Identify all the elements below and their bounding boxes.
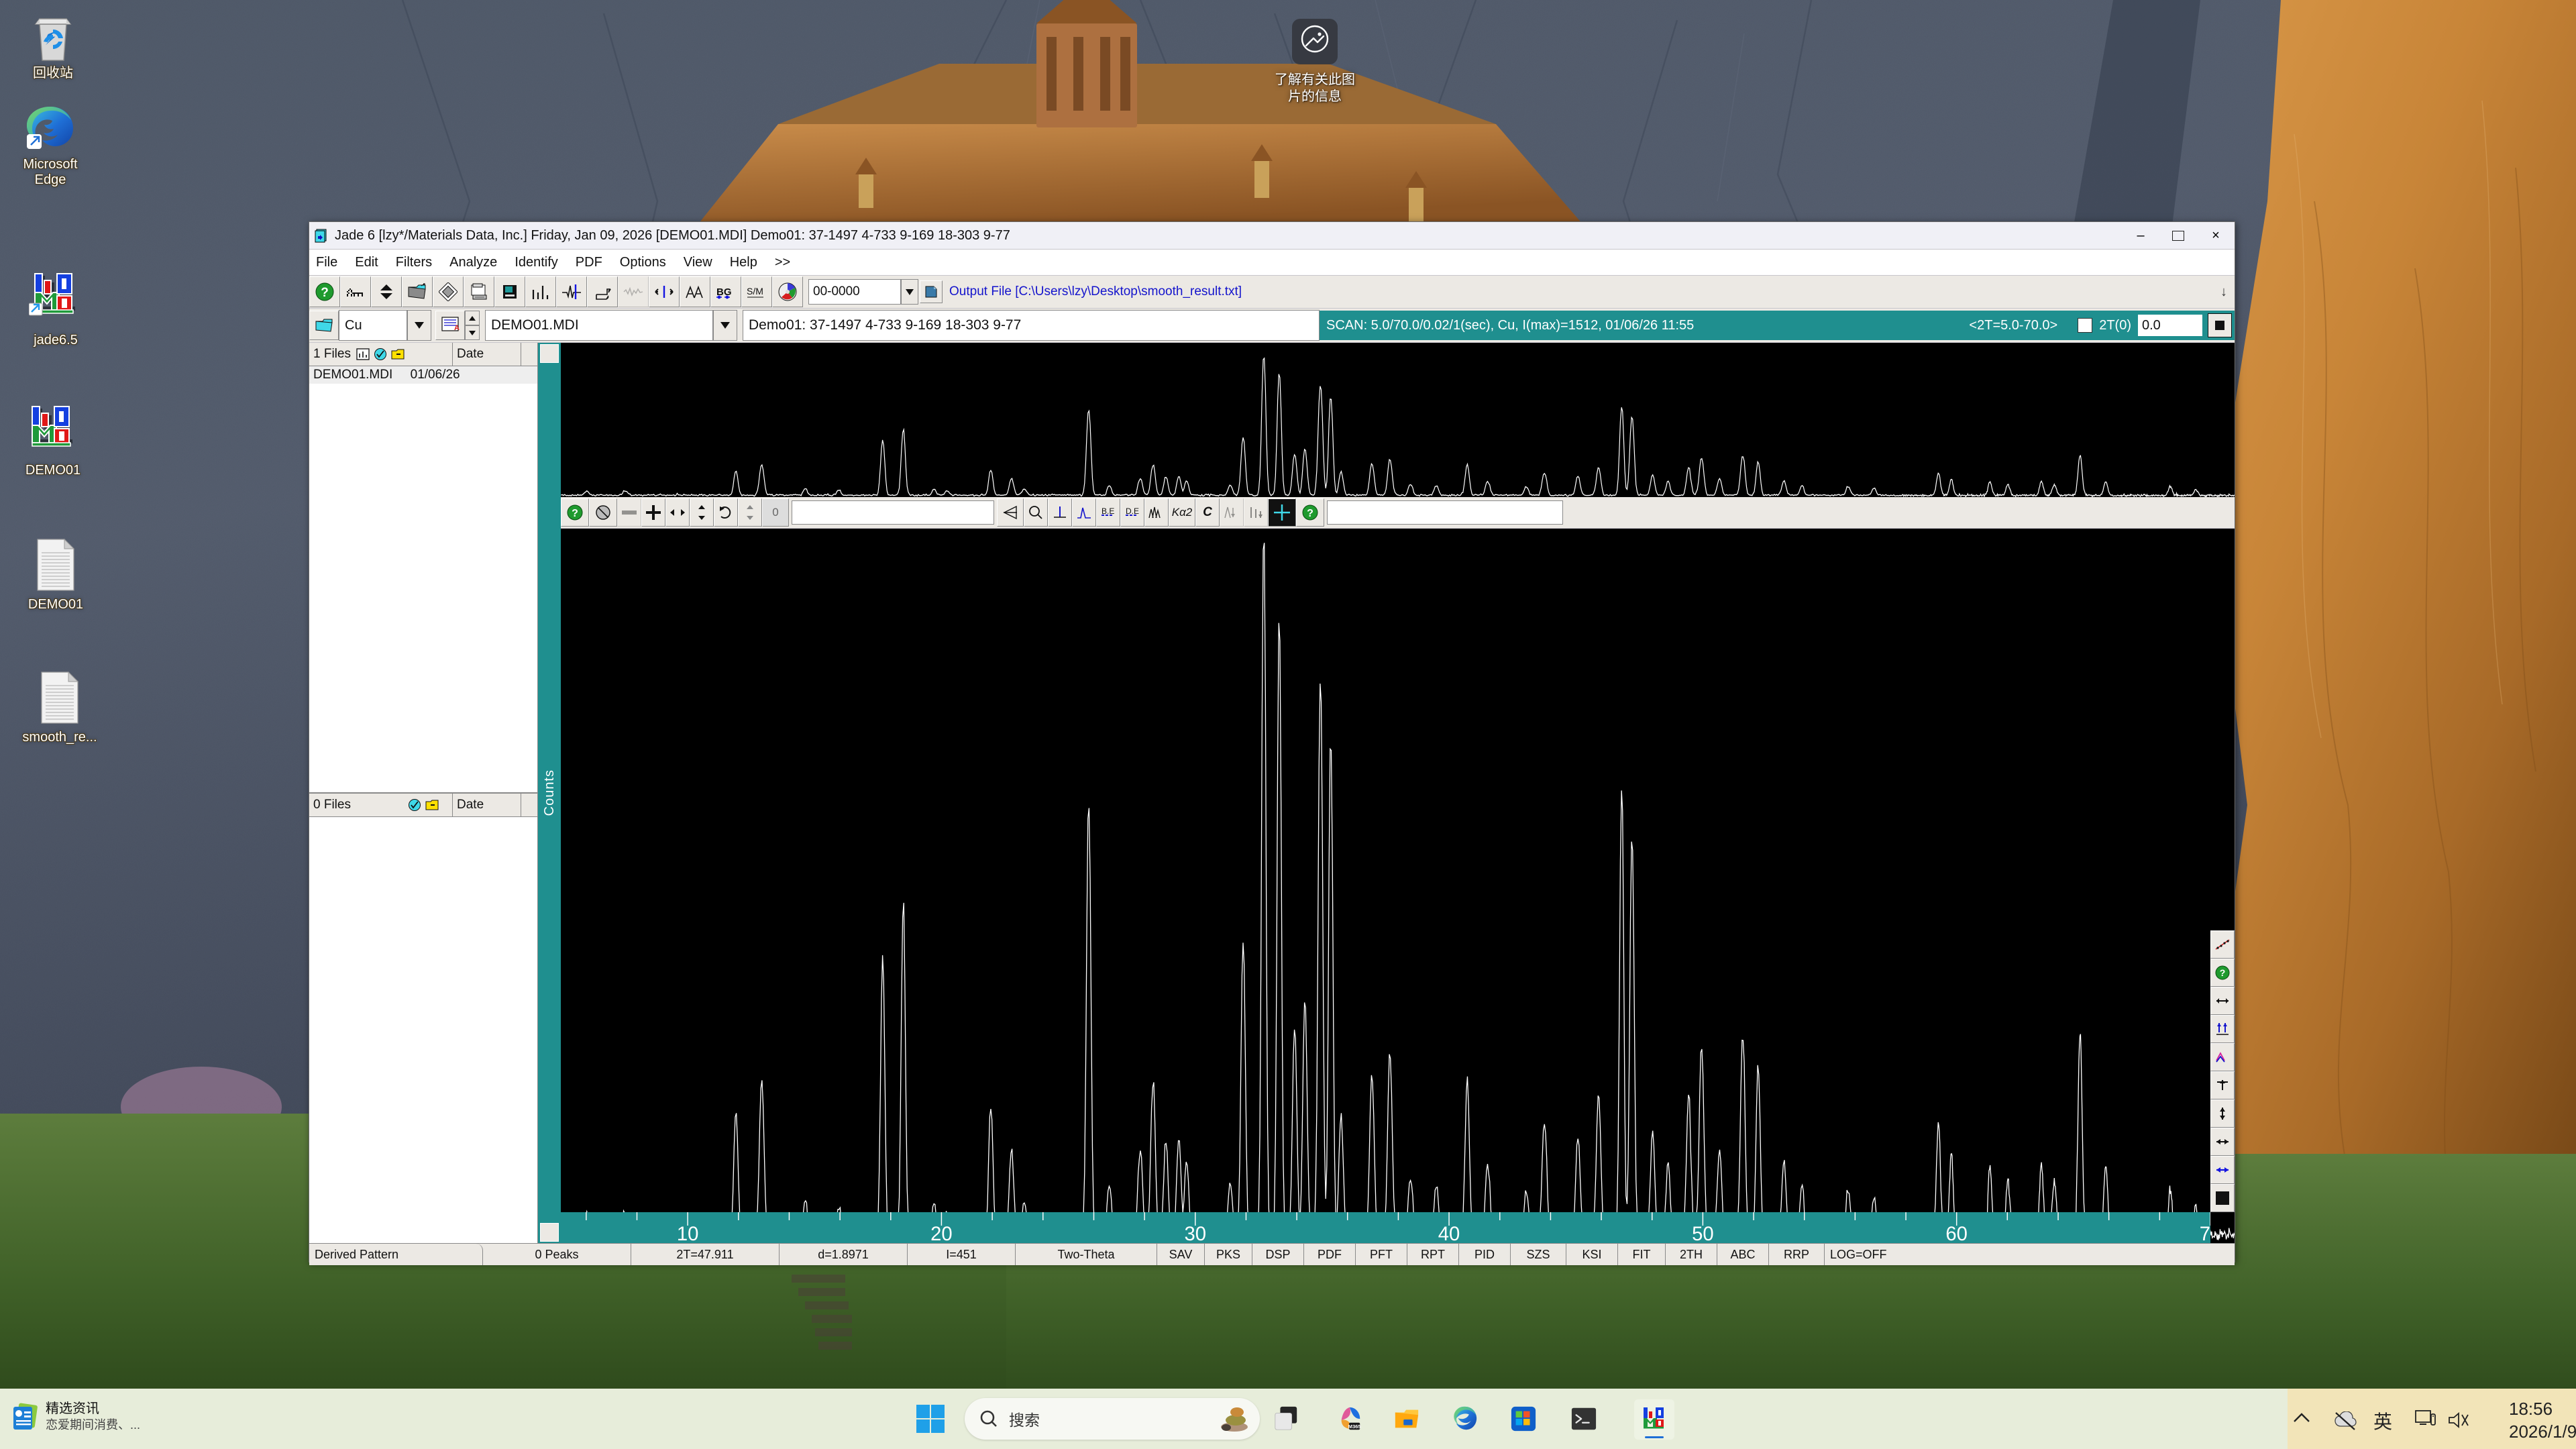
- svg-text:?: ?: [321, 286, 329, 300]
- svg-text:60: 60: [1945, 1223, 1968, 1243]
- svg-text:20: 20: [930, 1223, 953, 1243]
- svg-text:10: 10: [677, 1223, 699, 1243]
- svg-text:M365: M365: [1348, 1424, 1362, 1430]
- svg-text:?: ?: [1307, 508, 1313, 519]
- svg-text:B.E: B.E: [1102, 506, 1114, 516]
- svg-text:30: 30: [1184, 1223, 1206, 1243]
- svg-text:70: 70: [2200, 1223, 2210, 1243]
- svg-text:40: 40: [1438, 1223, 1460, 1243]
- svg-text:?: ?: [2220, 967, 2226, 978]
- svg-text:S/M: S/M: [747, 286, 763, 297]
- svg-text:D.E: D.E: [1126, 506, 1139, 516]
- svg-text:50: 50: [1692, 1223, 1714, 1243]
- svg-text:A: A: [454, 324, 460, 332]
- svg-text:?: ?: [572, 508, 578, 519]
